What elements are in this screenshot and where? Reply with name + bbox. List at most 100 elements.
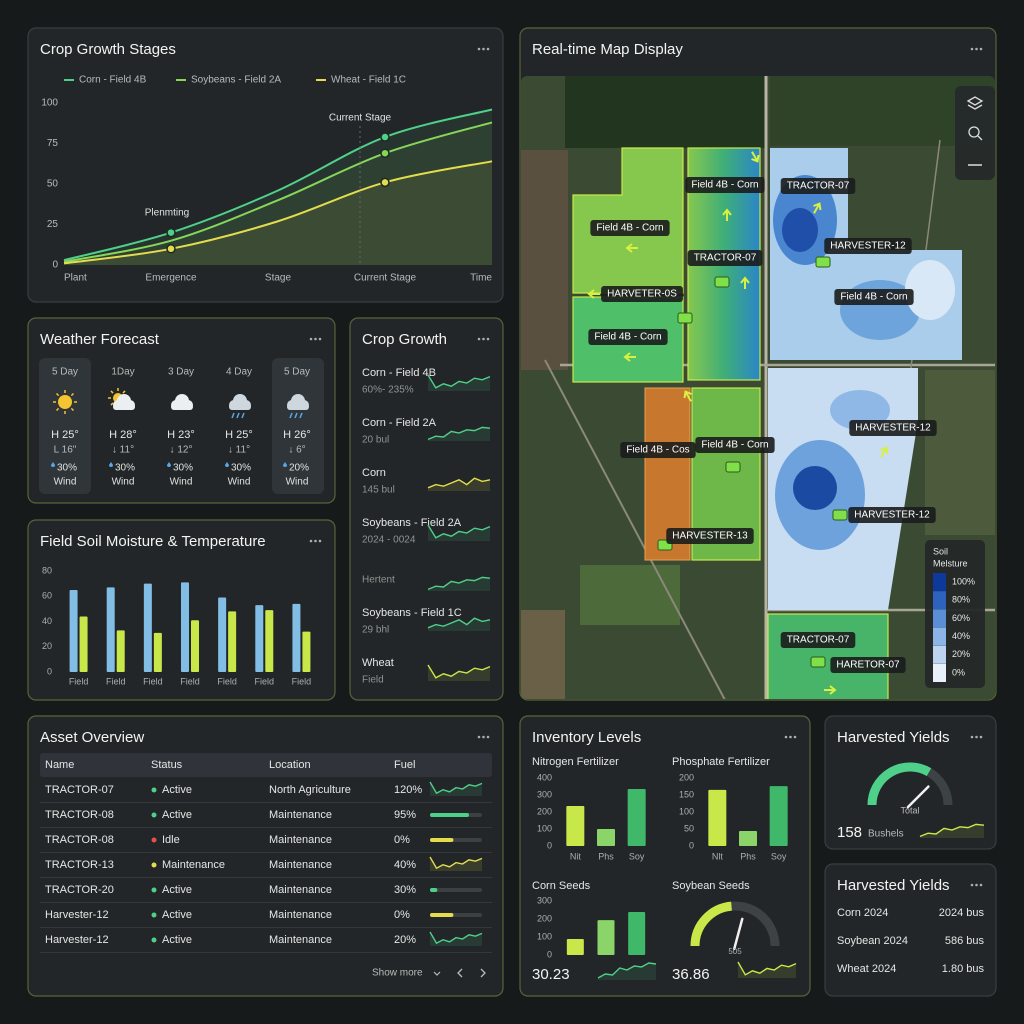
panel-title: Inventory Levels (532, 729, 641, 746)
y-tick-label: 300 (537, 895, 552, 905)
y-tick-label: 40 (42, 616, 52, 626)
point (166, 244, 176, 254)
menu-dot (318, 539, 322, 543)
legend-swatch (933, 645, 946, 664)
status-dot (151, 812, 157, 818)
temp-high: H 25° (51, 429, 79, 441)
panel (27, 27, 504, 303)
menu-dot (477, 47, 481, 51)
direction-arrow (587, 289, 600, 299)
chart-title: Nitrogen Fertilizer (532, 756, 619, 768)
sparkline (428, 618, 490, 631)
cell: Maintenance (269, 859, 332, 871)
map-label: Field 4B - Cos (626, 445, 689, 456)
panel-title: Real-time Map Display (532, 41, 683, 58)
legend-label: Soybeans - Field 2A (191, 75, 281, 86)
legend-label: 20% (952, 649, 970, 659)
menu-dot (975, 735, 978, 739)
annotation: Plenmting (145, 208, 189, 219)
temp-low: ↓ 12° (170, 445, 193, 456)
moisture-zone (782, 208, 818, 252)
map-label: HARVESTER-12 (854, 510, 930, 521)
map-label: Field 4B - Corn (840, 292, 907, 303)
sparkline (427, 617, 491, 629)
gauge-fill (690, 901, 733, 947)
sun (58, 395, 72, 409)
legend-label: 60% (952, 613, 970, 623)
wind-label: Wind (286, 477, 309, 488)
cell: 95% (394, 809, 416, 821)
status-dot (151, 912, 157, 918)
direction-arrow (880, 446, 889, 458)
map-label-bg (780, 178, 856, 194)
map-label: TRACTOR-07 (694, 253, 757, 264)
temp-low: ↓ 11° (112, 445, 134, 456)
cell: Active (162, 884, 192, 896)
rain-icon (51, 462, 55, 467)
menu-dot (979, 883, 983, 887)
wind-label: Wind (170, 477, 193, 488)
page-next[interactable] (480, 968, 486, 978)
x-tick-label: Nlt (712, 851, 723, 861)
bar (191, 620, 199, 672)
yield-crop: Soybean 2024 (837, 935, 908, 947)
map-controls (955, 86, 995, 180)
panel (349, 317, 504, 701)
cell: 30% (394, 884, 416, 896)
y-tick-label: 150 (679, 789, 694, 799)
rain-drop (299, 412, 303, 419)
point (380, 132, 390, 142)
series-area (64, 161, 492, 265)
direction-arrow (824, 685, 837, 695)
crop-name: Corn - Field 4B (362, 367, 436, 379)
bar (708, 789, 727, 846)
panel-title: Weather Forecast (40, 331, 160, 348)
panel-title: Field Soil Moisture & Temperature (40, 533, 266, 550)
sparkline (427, 477, 491, 489)
day-label: 1Day (111, 367, 134, 378)
crop-detail: 20 bul (362, 435, 389, 446)
cell: Maintenance (162, 859, 225, 871)
sun-ray (55, 407, 60, 412)
sun-ray (55, 392, 60, 397)
menu-dot (486, 47, 490, 51)
wind-label: Wind (228, 477, 251, 488)
page-prev[interactable] (457, 968, 463, 978)
column-header: Status (151, 759, 183, 771)
sparkline (427, 524, 491, 539)
gauge-label: Total (900, 805, 919, 815)
table-header (40, 753, 492, 777)
rain-drop (289, 412, 293, 419)
cloud (113, 404, 135, 410)
sparkline (427, 426, 491, 441)
rain-icon (109, 462, 113, 467)
sun-ray (70, 407, 75, 412)
cell: Harvester-12 (45, 934, 109, 946)
sun-ray (122, 390, 126, 394)
bar (739, 831, 757, 846)
legend-swatch (933, 664, 946, 682)
bar (116, 630, 125, 672)
cell: TRACTOR-08 (45, 834, 114, 846)
day-card (39, 358, 91, 494)
map-label-bg (590, 220, 670, 236)
x-tick-label: Field (292, 676, 312, 686)
y-tick-label: 0 (47, 666, 52, 676)
map-label: TRACTOR-07 (787, 635, 850, 646)
panel (27, 317, 336, 504)
menu-dot (789, 735, 792, 739)
direction-arrow (813, 202, 822, 214)
map-label-bg (620, 442, 696, 458)
rain-chance: 30% (173, 463, 193, 474)
panel-title: Crop Growth (362, 331, 447, 348)
temp-low: L 16" (54, 445, 77, 456)
bar (265, 610, 274, 672)
menu-dot (314, 539, 317, 543)
cell: Active (162, 934, 192, 946)
legend-swatch (933, 609, 946, 628)
cell: Idle (162, 834, 180, 846)
legend-title: Soil (933, 546, 948, 556)
day-label: 4 Day (226, 367, 252, 378)
legend-label: 80% (952, 595, 970, 605)
sparkline (429, 931, 483, 945)
